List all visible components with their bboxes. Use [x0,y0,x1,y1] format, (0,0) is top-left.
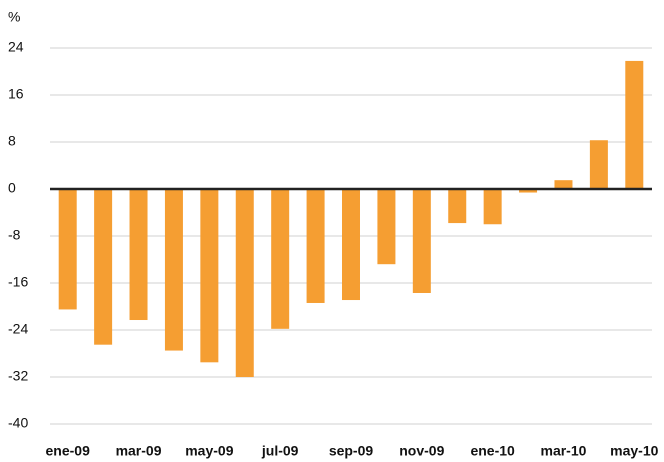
y-tick-label: -40 [8,415,28,431]
bar [589,140,608,189]
bar [377,189,396,265]
x-tick-label: ene-10 [470,443,515,459]
x-tick-label: nov-09 [399,443,444,459]
bar [412,189,431,293]
bar [306,189,325,303]
bar [94,189,113,345]
bar [554,180,573,189]
x-tick-label: may-10 [610,443,658,459]
x-tick-label: ene-09 [46,443,91,459]
x-tick-label: mar-09 [116,443,162,459]
bar [483,189,502,225]
y-axis-label: % [8,9,20,25]
bar [129,189,148,321]
x-tick-label: may-09 [185,443,233,459]
bar [342,189,360,301]
y-tick-label: -16 [8,274,28,290]
x-tick-label: mar-10 [541,443,587,459]
bar [200,189,219,363]
y-tick-label: -8 [8,227,21,243]
y-tick-label: -24 [8,321,28,337]
x-tick-label: jul-09 [261,443,299,459]
bar [519,189,538,193]
bar [625,60,644,189]
y-tick-label: 24 [8,39,24,55]
bar [164,189,183,351]
bar [58,189,77,310]
y-tick-label: -32 [8,368,28,384]
x-tick-label: sep-09 [329,443,374,459]
y-tick-label: 0 [8,180,16,196]
bar [271,189,290,329]
bar [235,189,254,377]
y-tick-label: 8 [8,133,16,149]
y-tick-label: 16 [8,86,24,102]
bar [448,189,467,224]
